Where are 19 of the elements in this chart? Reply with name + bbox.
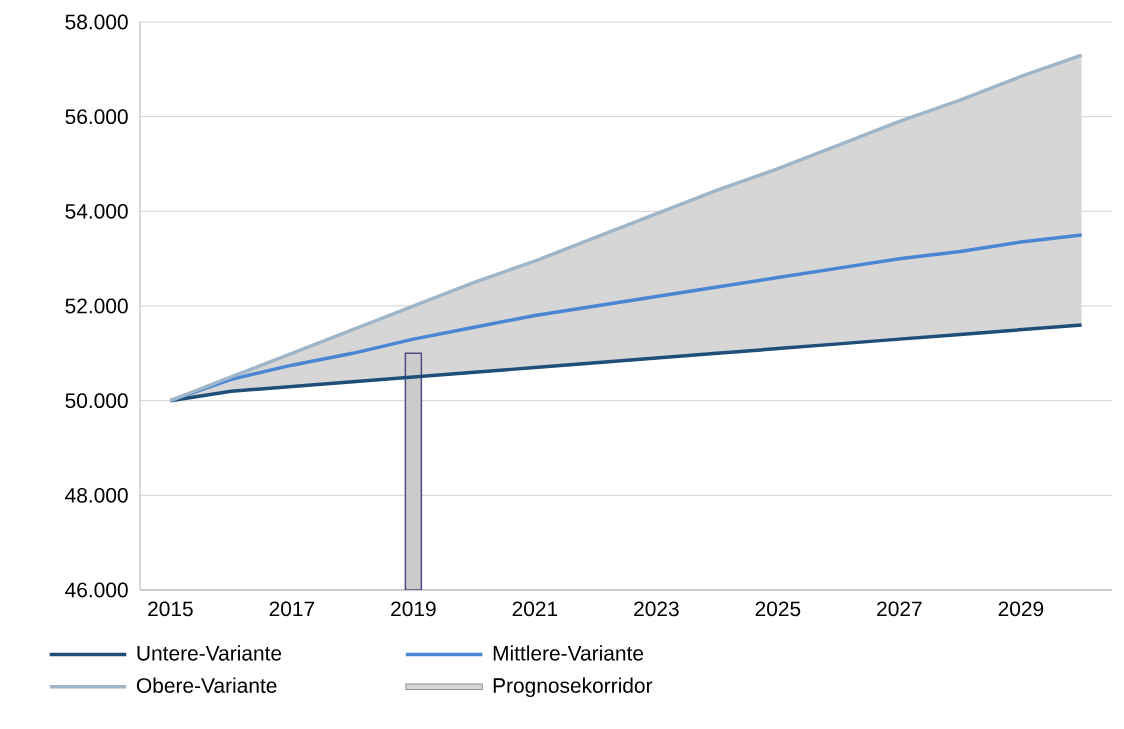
- legend-label: Mittlere-Variante: [493, 645, 644, 661]
- x-tick-label: 2021: [512, 601, 558, 617]
- y-tick-label: 58.000: [65, 14, 128, 30]
- x-tick-label: 2027: [877, 601, 922, 617]
- y-tick-label: 50.000: [65, 393, 128, 409]
- y-tick-label: 54.000: [65, 203, 128, 219]
- y-tick-label: 56.000: [65, 109, 128, 125]
- x-tick-label: 2025: [755, 601, 801, 617]
- x-tick-label: 2023: [634, 601, 679, 617]
- y-tick-label: 46.000: [65, 582, 128, 598]
- x-tick-label: 2029: [998, 601, 1044, 617]
- y-tick-label: 48.000: [65, 487, 128, 503]
- legend-label: Obere-Variante: [136, 677, 277, 693]
- legend-label: Prognosekorridor: [493, 677, 653, 698]
- x-tick-label: 2015: [148, 601, 193, 617]
- y-tick-label: 52.000: [65, 298, 128, 314]
- x-tick-label: 2017: [269, 601, 315, 617]
- legend-label: Untere-Variante: [137, 645, 282, 661]
- x-tick-label: 2019: [391, 601, 436, 617]
